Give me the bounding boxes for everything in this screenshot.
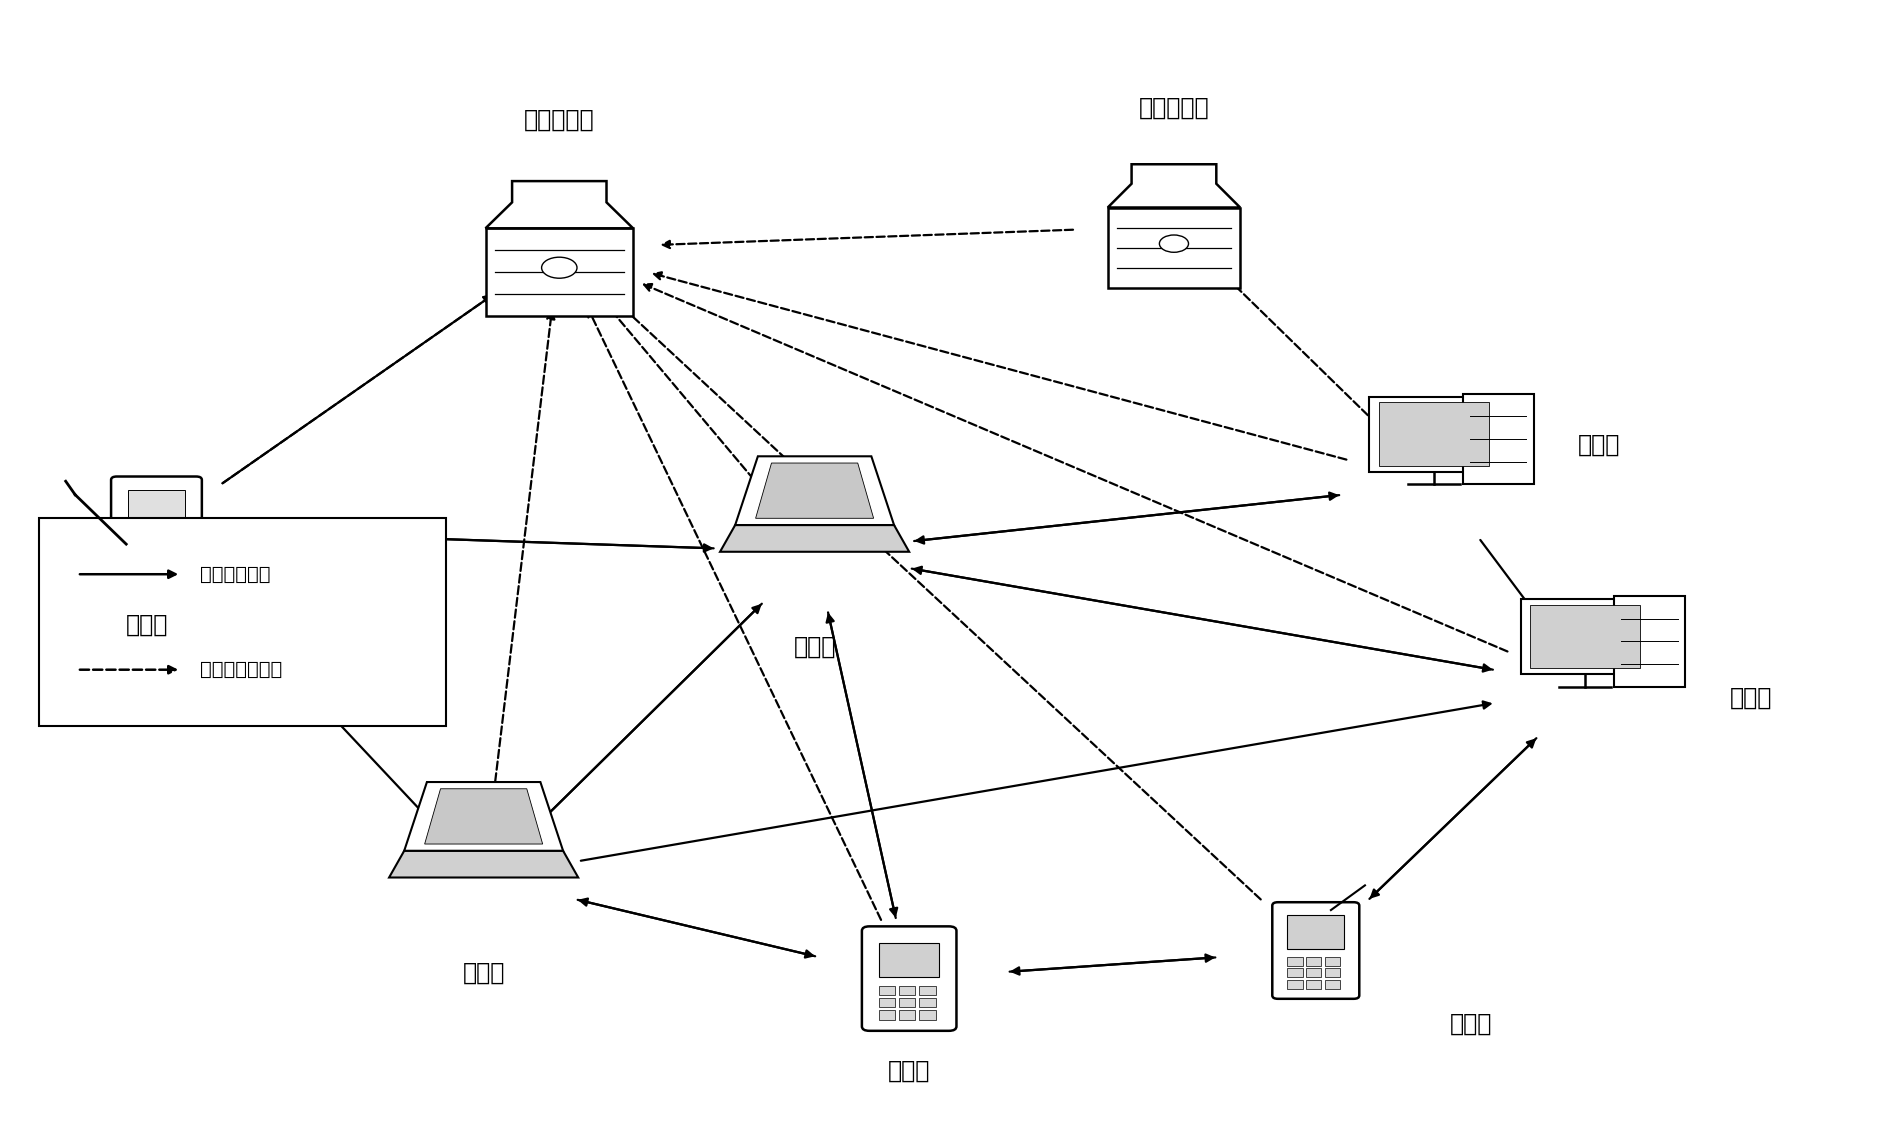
FancyBboxPatch shape [1462,394,1534,484]
FancyBboxPatch shape [1288,914,1345,949]
FancyBboxPatch shape [1326,968,1341,977]
Polygon shape [1108,164,1241,207]
Text: 内容服务器: 内容服务器 [1138,96,1208,120]
FancyBboxPatch shape [879,1010,896,1019]
FancyBboxPatch shape [1307,957,1322,966]
FancyBboxPatch shape [919,985,936,995]
FancyBboxPatch shape [40,518,445,726]
FancyBboxPatch shape [1369,396,1498,472]
FancyBboxPatch shape [1307,980,1322,989]
Polygon shape [735,456,894,525]
Text: 客户端: 客户端 [888,1058,930,1083]
FancyBboxPatch shape [1307,968,1322,977]
FancyBboxPatch shape [129,490,186,562]
Polygon shape [424,789,544,844]
FancyBboxPatch shape [1273,902,1360,999]
FancyBboxPatch shape [1530,605,1640,668]
FancyBboxPatch shape [879,944,939,976]
Text: 客户端: 客户端 [125,613,169,637]
Text: 检索与更新信息: 检索与更新信息 [201,660,282,679]
FancyBboxPatch shape [1614,596,1686,687]
FancyBboxPatch shape [1326,957,1341,966]
FancyBboxPatch shape [919,998,936,1008]
FancyBboxPatch shape [1379,402,1489,466]
Text: 客户端: 客户端 [794,635,835,659]
Text: 客户端: 客户端 [1449,1011,1492,1036]
FancyBboxPatch shape [1288,968,1303,977]
Circle shape [1159,235,1189,252]
FancyBboxPatch shape [1288,980,1303,989]
Text: 索引服务器: 索引服务器 [525,107,595,132]
FancyBboxPatch shape [919,1010,936,1019]
FancyBboxPatch shape [1326,980,1341,989]
FancyBboxPatch shape [879,998,896,1008]
FancyBboxPatch shape [862,927,956,1030]
FancyBboxPatch shape [1288,957,1303,966]
Text: 客户端: 客户端 [1729,686,1773,709]
Polygon shape [720,525,909,552]
FancyBboxPatch shape [900,1010,915,1019]
FancyBboxPatch shape [1108,207,1241,288]
FancyBboxPatch shape [900,985,915,995]
Text: 客户端: 客户端 [1578,434,1621,457]
Circle shape [542,257,578,278]
FancyBboxPatch shape [112,476,203,582]
Polygon shape [388,851,578,877]
Text: 客户端: 客户端 [462,960,506,985]
FancyBboxPatch shape [1521,599,1650,673]
Polygon shape [756,463,873,518]
FancyBboxPatch shape [879,985,896,995]
Polygon shape [403,783,563,851]
Polygon shape [485,181,633,229]
Text: 视频数据传输: 视频数据传输 [201,565,271,583]
FancyBboxPatch shape [900,998,915,1008]
FancyBboxPatch shape [485,229,633,316]
